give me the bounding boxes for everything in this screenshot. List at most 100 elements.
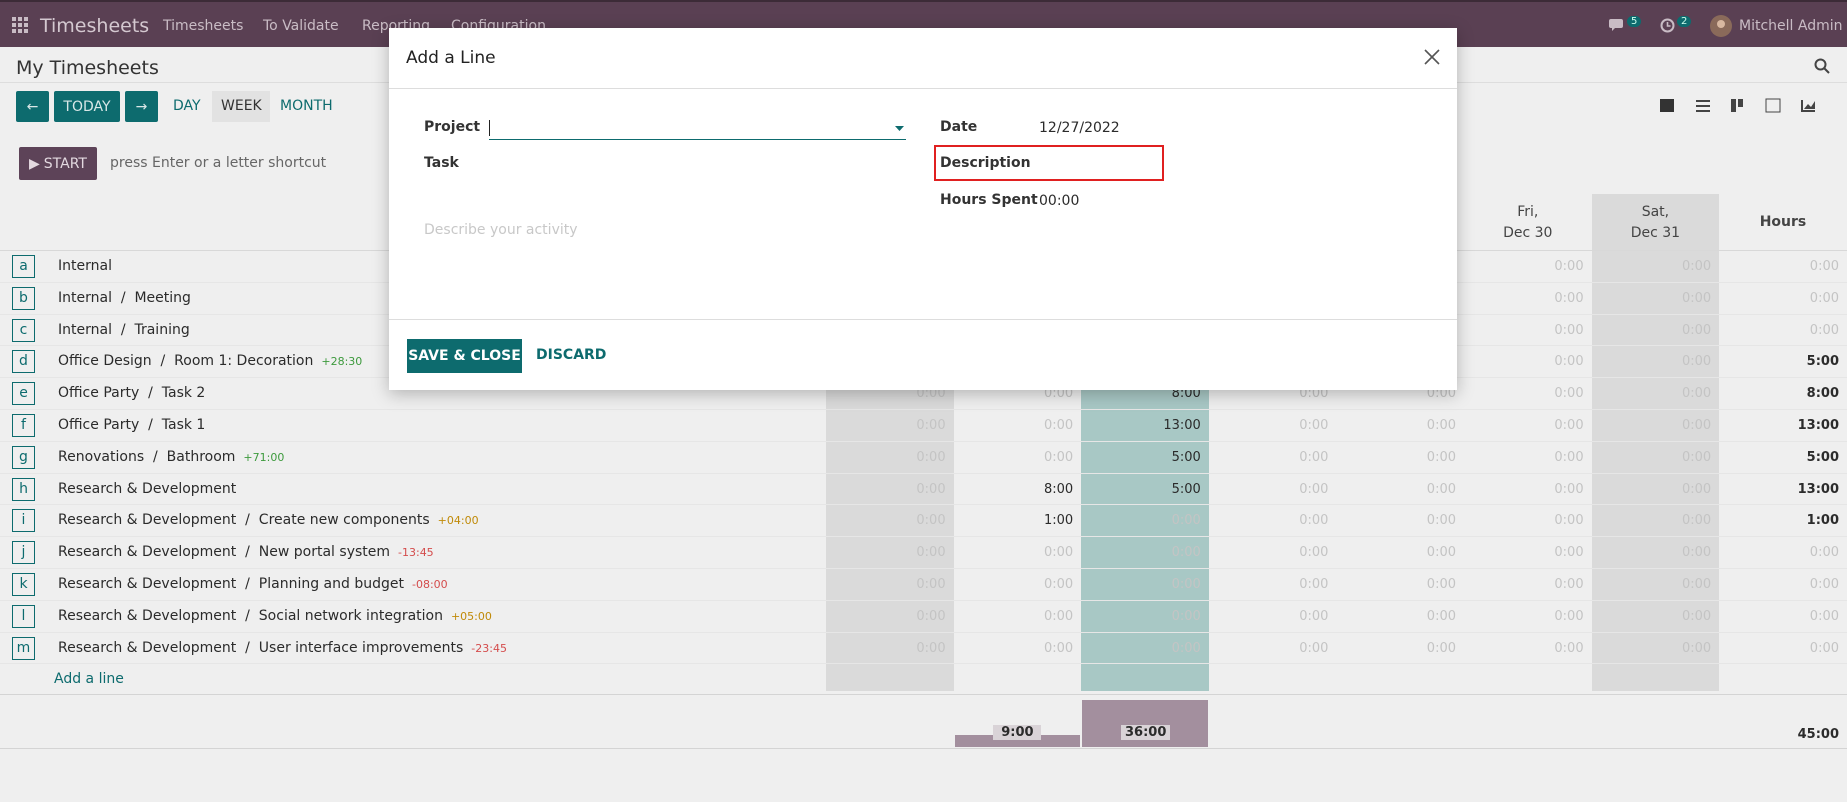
cell-value[interactable]: 0:00	[1299, 640, 1329, 656]
next-button[interactable]: →	[125, 91, 158, 122]
cell-value[interactable]: 0:00	[916, 545, 946, 561]
cell-value[interactable]: 0:00	[1681, 418, 1712, 433]
view-switcher[interactable]	[1660, 98, 1840, 114]
cell-value[interactable]: 0:00	[916, 513, 946, 529]
dropdown-caret[interactable]	[895, 126, 904, 131]
cell-value[interactable]: 0:00	[1681, 640, 1712, 656]
cell-value[interactable]: 0:00	[1426, 513, 1456, 529]
cell-value[interactable]: 0:00	[1299, 449, 1329, 465]
cell-value[interactable]: 0:00	[1554, 290, 1584, 306]
cell-value[interactable]: 0:00	[1681, 259, 1712, 274]
cell-value[interactable]: 0:00	[1554, 354, 1584, 370]
cell-value[interactable]: 0:00	[916, 577, 946, 592]
cell-value[interactable]: 0:00	[1426, 577, 1456, 592]
project-input[interactable]	[489, 118, 906, 140]
cell-value[interactable]: 0:00	[1299, 481, 1329, 497]
cell-value[interactable]: 0:00	[1554, 608, 1584, 624]
hours-value[interactable]: 00:00	[1039, 193, 1080, 209]
cell-value[interactable]: 0:00	[1171, 577, 1201, 592]
cell-value[interactable]: 0:00	[1299, 418, 1329, 433]
cell-value[interactable]: 0:00	[1043, 449, 1074, 465]
cell-value[interactable]: 0:00	[1426, 481, 1456, 497]
cell-value[interactable]: 0:00	[1171, 513, 1201, 529]
row-key: b	[12, 286, 35, 310]
cell-value[interactable]: 0:00	[1681, 449, 1712, 465]
cell-value[interactable]: 0:00	[1299, 608, 1329, 624]
cell-value[interactable]: 0:00	[1299, 513, 1329, 529]
cell-value[interactable]: 0:00	[1171, 545, 1201, 561]
cell-value[interactable]: 0:00	[1681, 545, 1712, 561]
cell-value[interactable]: 0:00	[916, 608, 946, 624]
cell-value[interactable]: 0:00	[916, 418, 946, 433]
avatar[interactable]	[1710, 15, 1732, 37]
cell-value[interactable]: 0:00	[1681, 354, 1712, 370]
cell-value[interactable]: 0:00	[1554, 322, 1584, 338]
app-name[interactable]: Timesheets	[40, 15, 150, 37]
range-month[interactable]: MONTH	[280, 98, 333, 114]
menu-item[interactable]: Timesheets	[163, 18, 244, 34]
cell-value[interactable]: 0:00	[1554, 259, 1584, 274]
range-day[interactable]: DAY	[173, 98, 201, 114]
cell-value[interactable]: 0:00	[1043, 545, 1074, 561]
row-title: Office Party / Task 1	[58, 417, 206, 433]
apps-icon[interactable]	[12, 17, 28, 33]
cell-value[interactable]: 0:00	[1681, 481, 1712, 497]
search-icon[interactable]	[1814, 58, 1830, 74]
cell-value[interactable]: 0:00	[1043, 640, 1074, 656]
row-label: Research & Development / Planning and bu…	[58, 576, 448, 592]
cell-value[interactable]: 0:00	[1171, 640, 1201, 656]
cell-value[interactable]: 0:00	[1554, 386, 1584, 402]
cell-value[interactable]: 8:00	[1043, 481, 1074, 497]
cell-value[interactable]: 0:00	[1043, 418, 1074, 433]
cell-value[interactable]: 0:00	[1426, 418, 1456, 433]
cell-value[interactable]: 0:00	[1554, 577, 1584, 592]
cell-value[interactable]: 0:00	[1554, 545, 1584, 561]
cell-value[interactable]: 0:00	[1554, 481, 1584, 497]
cell-value[interactable]: 0:00	[1681, 608, 1712, 624]
add-line-link[interactable]: Add a line	[54, 671, 124, 688]
cell-value[interactable]: 0:00	[1426, 640, 1456, 656]
cell-value[interactable]: 1:00	[1043, 513, 1074, 529]
cell-value[interactable]: 0:00	[1426, 608, 1456, 624]
prev-button[interactable]: ←	[16, 91, 49, 122]
cell-value[interactable]: 0:00	[1299, 545, 1329, 561]
task-label: Task	[424, 155, 459, 171]
today-button[interactable]: TODAY	[54, 91, 120, 122]
menu-item[interactable]: To Validate	[263, 18, 339, 34]
cell-value[interactable]: 0:00	[916, 481, 946, 497]
cell-value[interactable]: 0:00	[1554, 449, 1584, 465]
cell-value[interactable]: 0:00	[1043, 577, 1074, 592]
save-button[interactable]: SAVE & CLOSE	[407, 339, 522, 373]
cell-value[interactable]: 0:00	[1681, 322, 1712, 338]
cell-value[interactable]: 0:00	[1554, 640, 1584, 656]
dialog-footer-border	[389, 319, 1457, 320]
cell-value[interactable]: 0:00	[916, 640, 946, 656]
cell-value[interactable]: 0:00	[1681, 386, 1712, 402]
start-button[interactable]: ▶ START	[19, 147, 97, 180]
overtime-badge: -13:45	[398, 546, 434, 560]
cell-value[interactable]: 0:00	[916, 449, 946, 465]
cell-value[interactable]: 0:00	[1426, 449, 1456, 465]
cell-value[interactable]: 0:00	[1681, 290, 1712, 306]
cell-value[interactable]: 0:00	[1299, 577, 1329, 592]
cell-value[interactable]: 5:00	[1171, 449, 1201, 465]
cell-value[interactable]: 0:00	[1681, 577, 1712, 592]
cell-value[interactable]: 13:00	[1163, 418, 1201, 433]
cell-value[interactable]: 0:00	[1554, 418, 1584, 433]
activities-icon[interactable]	[1660, 18, 1675, 33]
cell-value[interactable]: 5:00	[1171, 481, 1201, 497]
messages-icon[interactable]	[1609, 18, 1627, 32]
description-placeholder[interactable]: Describe your activity	[424, 222, 578, 238]
close-button[interactable]	[1424, 49, 1440, 65]
cell-value[interactable]: 0:00	[1043, 608, 1074, 624]
date-value[interactable]: 12/27/2022	[1039, 120, 1120, 136]
user-name[interactable]: Mitchell Admin	[1739, 18, 1843, 34]
discard-button[interactable]: DISCARD	[536, 347, 607, 363]
cell-value[interactable]: 0:00	[1554, 513, 1584, 529]
column-header: Dec 31	[1630, 225, 1681, 241]
cell-value[interactable]: 0:00	[1681, 513, 1712, 529]
range-week[interactable]: WEEK	[221, 98, 262, 114]
activities-badge: 2	[1677, 16, 1692, 27]
cell-value[interactable]: 0:00	[1171, 608, 1201, 624]
cell-value[interactable]: 0:00	[1426, 545, 1456, 561]
